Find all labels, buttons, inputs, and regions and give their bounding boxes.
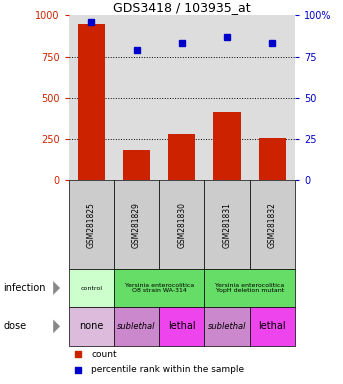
- Bar: [69, 307, 114, 346]
- Bar: [168, 134, 196, 180]
- Bar: [204, 307, 250, 346]
- Text: none: none: [79, 321, 104, 331]
- Text: percentile rank within the sample: percentile rank within the sample: [91, 365, 244, 374]
- Bar: [204, 180, 250, 269]
- Text: infection: infection: [3, 283, 46, 293]
- Text: GSM281831: GSM281831: [223, 202, 232, 248]
- Text: sublethal: sublethal: [117, 322, 156, 331]
- Bar: [123, 150, 150, 180]
- Bar: [114, 269, 204, 307]
- Text: count: count: [91, 350, 117, 359]
- Title: GDS3418 / 103935_at: GDS3418 / 103935_at: [113, 1, 251, 14]
- Text: Yersinia enterocolitica
YopH deletion mutant: Yersinia enterocolitica YopH deletion mu…: [215, 283, 284, 293]
- Text: lethal: lethal: [168, 321, 196, 331]
- Bar: [213, 112, 241, 180]
- Text: dose: dose: [3, 321, 26, 331]
- Bar: [159, 307, 204, 346]
- Bar: [78, 24, 105, 180]
- Text: GSM281829: GSM281829: [132, 202, 141, 248]
- Bar: [250, 307, 295, 346]
- Text: GSM281825: GSM281825: [87, 202, 96, 248]
- Text: lethal: lethal: [259, 321, 286, 331]
- Text: control: control: [80, 285, 102, 291]
- Bar: [114, 307, 159, 346]
- Bar: [259, 138, 286, 180]
- Polygon shape: [53, 281, 60, 295]
- Text: GSM281832: GSM281832: [268, 202, 277, 248]
- Bar: [69, 269, 114, 307]
- Text: Yersinia enterocolitica
O8 strain WA-314: Yersinia enterocolitica O8 strain WA-314: [125, 283, 194, 293]
- Polygon shape: [53, 319, 60, 333]
- Bar: [204, 269, 295, 307]
- Bar: [69, 180, 114, 269]
- Bar: [114, 180, 159, 269]
- Text: GSM281830: GSM281830: [177, 202, 186, 248]
- Text: sublethal: sublethal: [208, 322, 246, 331]
- Bar: [250, 180, 295, 269]
- Bar: [159, 180, 204, 269]
